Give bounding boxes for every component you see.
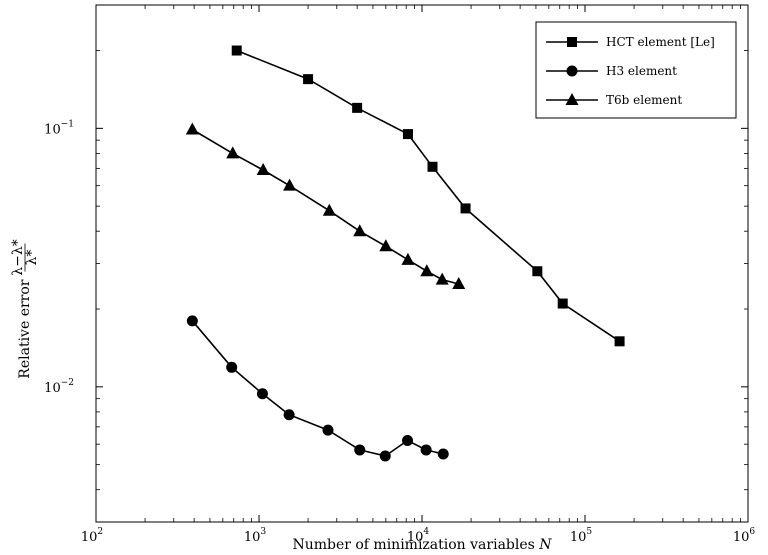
legend-item: T6b element [546, 93, 682, 107]
data-point-triangle [435, 272, 449, 285]
x-tick-label: 106 [733, 527, 756, 545]
data-point-square [614, 336, 625, 347]
data-point-circle [379, 450, 391, 462]
series-triangle [185, 122, 466, 289]
y-axis-label: Relative error λ−λ* λ* [10, 239, 40, 378]
data-point-triangle [226, 146, 240, 159]
series-layer [185, 45, 625, 462]
legend-marker-circle [566, 65, 578, 77]
data-point-square [352, 102, 363, 113]
data-point-circle [322, 424, 334, 436]
legend: HCT element [Le] H3 element T6b element [535, 21, 737, 119]
data-point-triangle [283, 178, 297, 191]
x-axis-label: Number of minimization variables N [292, 537, 552, 553]
legend-marker-triangle [565, 93, 579, 105]
data-point-circle [437, 448, 449, 460]
data-point-triangle [256, 162, 270, 175]
legend-marker-square [567, 37, 577, 47]
legend-item: H3 element [546, 64, 677, 78]
series-circle [186, 315, 449, 462]
data-point-triangle [353, 224, 367, 237]
data-point-square [427, 161, 438, 172]
legend-label: T6b element [606, 93, 682, 107]
data-point-square [460, 203, 471, 214]
data-point-circle [186, 315, 198, 327]
data-point-triangle [379, 239, 393, 252]
y-axis-label-numerator: λ−λ* [10, 239, 26, 275]
data-point-triangle [452, 276, 466, 289]
data-point-square [557, 298, 568, 309]
data-point-triangle [185, 122, 199, 135]
legend-label: H3 element [606, 64, 677, 78]
legend-label: HCT element [Le] [606, 35, 715, 49]
data-point-circle [402, 435, 414, 447]
data-point-circle [283, 409, 295, 421]
data-point-square [231, 45, 242, 56]
x-tick-label: 103 [244, 527, 267, 545]
data-point-triangle [420, 264, 434, 277]
data-point-circle [256, 388, 268, 400]
y-axis-label-text: Relative error [17, 279, 33, 378]
data-point-square [402, 129, 413, 140]
series-square [231, 45, 625, 347]
data-point-circle [226, 361, 238, 373]
x-tick-label: 102 [81, 527, 103, 545]
data-point-triangle [322, 203, 336, 216]
data-point-circle [420, 444, 432, 456]
data-point-square [303, 74, 314, 85]
data-point-triangle [401, 252, 415, 265]
x-tick-label: 105 [570, 527, 593, 545]
legend-item: HCT element [Le] [546, 35, 715, 49]
y-axis-label-denominator: λ* [24, 250, 40, 266]
series-line [191, 320, 444, 457]
y-tick-label: 10−2 [44, 378, 74, 396]
y-tick-label: 10−1 [44, 119, 74, 137]
data-point-square [532, 266, 543, 277]
data-point-circle [354, 444, 366, 456]
